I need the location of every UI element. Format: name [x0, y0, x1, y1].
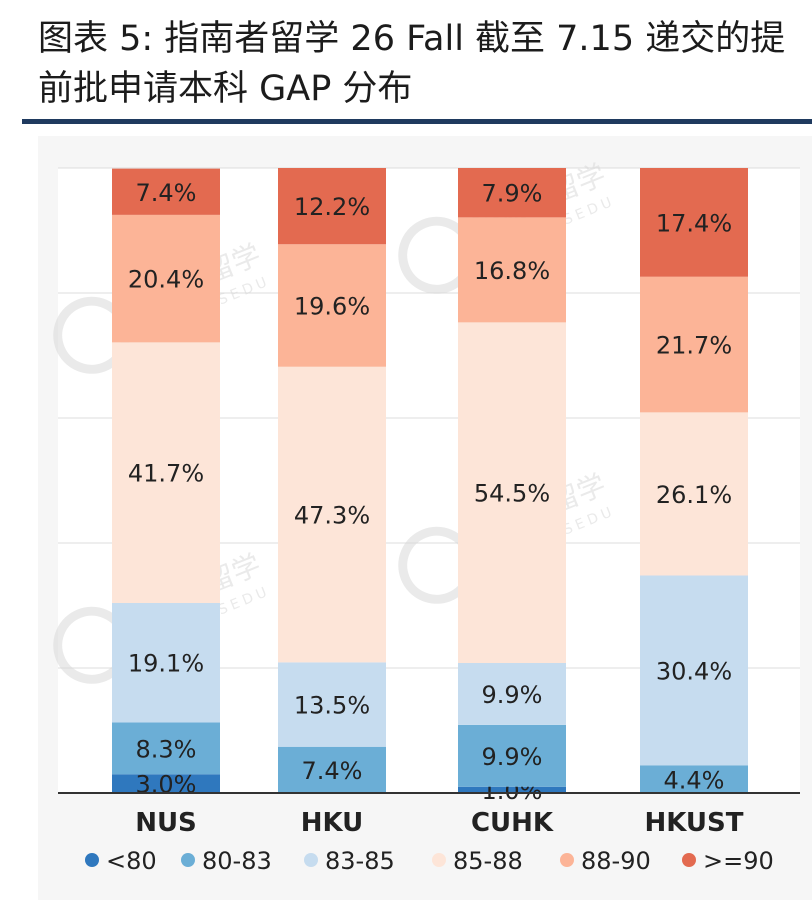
data-label: 8.3%	[136, 735, 197, 763]
legend-marker	[432, 853, 446, 867]
stacked-bar-chart: 指南者留学COMPASSEDU指南者留学COMPASSEDU指南者留学COMPA…	[53, 158, 800, 875]
legend-marker	[85, 853, 99, 867]
chart-title: 图表 5: 指南者留学 26 Fall 截至 7.15 递交的提前批申请本科 G…	[38, 19, 786, 109]
legend-marker	[181, 853, 195, 867]
data-label: 9.9%	[482, 743, 543, 771]
bar-segment	[640, 765, 748, 793]
data-label: 20.4%	[128, 266, 204, 294]
bar-segment	[640, 412, 748, 576]
x-tick-label: HKUST	[644, 808, 743, 838]
data-label: 7.4%	[302, 757, 363, 785]
bar-segment	[278, 746, 386, 793]
data-label: 16.8%	[474, 257, 550, 285]
legend-label: 80-83	[202, 847, 272, 875]
x-tick-label: NUS	[135, 808, 197, 838]
bar-segment	[112, 603, 220, 723]
bar-segment	[458, 786, 566, 793]
bar-segment	[112, 722, 220, 775]
bar-segment	[112, 342, 220, 603]
legend-label: >=90	[703, 847, 774, 875]
legend-marker	[304, 853, 318, 867]
legend-label: 85-88	[453, 847, 523, 875]
bar-segment	[112, 168, 220, 215]
legend-marker	[682, 853, 696, 867]
bar-segment	[112, 774, 220, 793]
data-label: 13.5%	[294, 692, 370, 720]
data-label: 17.4%	[656, 209, 732, 237]
bar-segment	[458, 663, 566, 725]
data-label: 30.4%	[656, 658, 732, 686]
bar-segment	[112, 214, 220, 343]
legend-marker	[560, 853, 574, 867]
bar-segment	[640, 276, 748, 413]
data-label: 21.7%	[656, 332, 732, 360]
bar-segment	[458, 724, 566, 787]
title-divider	[22, 119, 812, 124]
bar-segment	[278, 366, 386, 663]
data-label: 47.3%	[294, 502, 370, 530]
bar-segment	[278, 662, 386, 747]
legend-label: 83-85	[325, 847, 395, 875]
legend-label: 88-90	[581, 847, 651, 875]
bar-segment	[458, 168, 566, 218]
data-label: 54.5%	[474, 480, 550, 508]
bar-segment	[640, 168, 748, 277]
x-tick-label: CUHK	[471, 808, 554, 838]
data-label: 9.9%	[482, 681, 543, 709]
data-label: 12.2%	[294, 193, 370, 221]
data-label: 7.9%	[482, 180, 543, 208]
data-label: 4.4%	[664, 766, 725, 794]
chart-panel: 指南者留学COMPASSEDU指南者留学COMPASSEDU指南者留学COMPA…	[38, 136, 812, 900]
data-label: 3.0%	[136, 771, 197, 799]
bar-segment	[458, 217, 566, 323]
data-label: 19.1%	[128, 650, 204, 678]
legend-label: <80	[106, 847, 157, 875]
bar-segment	[278, 168, 386, 245]
bar-segment	[458, 322, 566, 663]
data-label: 26.1%	[656, 481, 732, 509]
bar-segment	[278, 244, 386, 367]
x-tick-label: HKU	[301, 808, 364, 838]
data-label: 7.4%	[136, 179, 197, 207]
bar-segment	[640, 575, 748, 766]
data-label: 19.6%	[294, 293, 370, 321]
data-label: 41.7%	[128, 460, 204, 488]
